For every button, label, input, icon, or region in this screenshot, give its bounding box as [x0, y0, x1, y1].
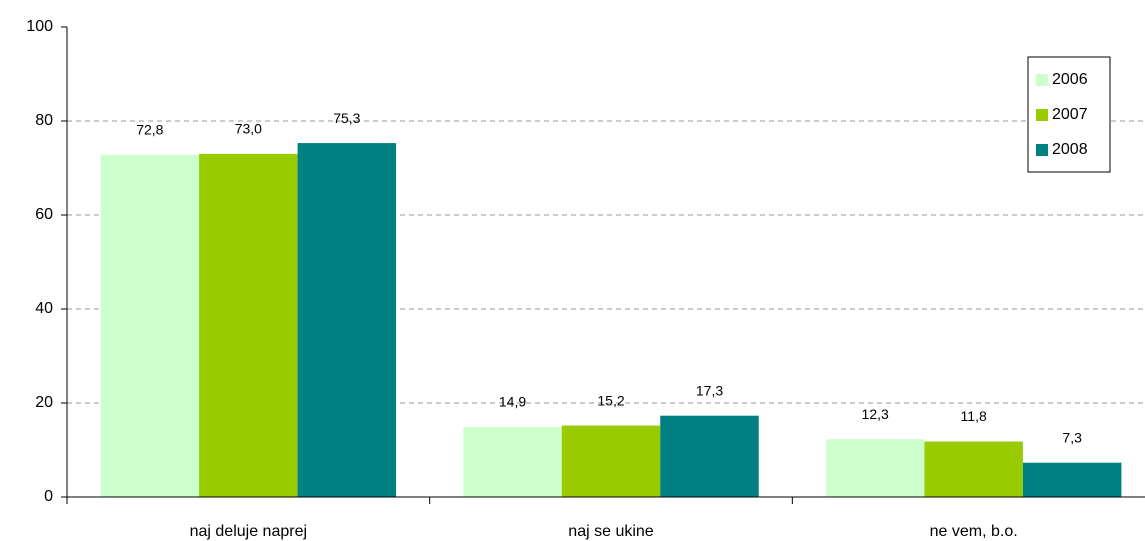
legend-swatch — [1036, 74, 1048, 86]
legend-swatch — [1036, 144, 1048, 156]
bar — [100, 154, 200, 497]
bar — [660, 415, 759, 497]
value-label: 15,2 — [597, 392, 624, 408]
value-label: 75,3 — [333, 110, 360, 126]
y-tick-label: 80 — [35, 112, 53, 129]
legend-label: 2006 — [1052, 71, 1088, 88]
x-tick-label: ne vem, b.o. — [930, 523, 1018, 540]
bar — [924, 441, 1023, 497]
y-tick-label: 100 — [26, 18, 53, 35]
legend: 2006 2007 2008 — [1027, 56, 1111, 173]
bar — [199, 153, 298, 497]
y-tick-label: 20 — [35, 394, 53, 411]
value-label: 17,3 — [696, 382, 723, 398]
x-tick-label: naj deluje naprej — [190, 523, 307, 540]
value-label: 7,3 — [1062, 429, 1082, 445]
value-label: 73,0 — [235, 121, 262, 137]
value-label: 12,3 — [862, 406, 889, 422]
bar — [825, 439, 925, 497]
x-tick-label: naj se ukine — [568, 523, 653, 540]
value-label: 72,8 — [136, 122, 163, 138]
y-tick-label: 0 — [44, 488, 53, 505]
bar — [297, 143, 397, 497]
legend-swatch — [1036, 109, 1048, 121]
bar — [561, 425, 661, 497]
value-label: 14,9 — [499, 394, 526, 410]
legend-label: 2008 — [1052, 141, 1088, 158]
bar — [1022, 462, 1122, 497]
bar — [463, 426, 562, 497]
value-label: 11,8 — [961, 408, 987, 424]
y-tick-label: 40 — [35, 300, 53, 317]
legend-label: 2007 — [1052, 106, 1088, 123]
y-tick-label: 60 — [35, 206, 53, 223]
